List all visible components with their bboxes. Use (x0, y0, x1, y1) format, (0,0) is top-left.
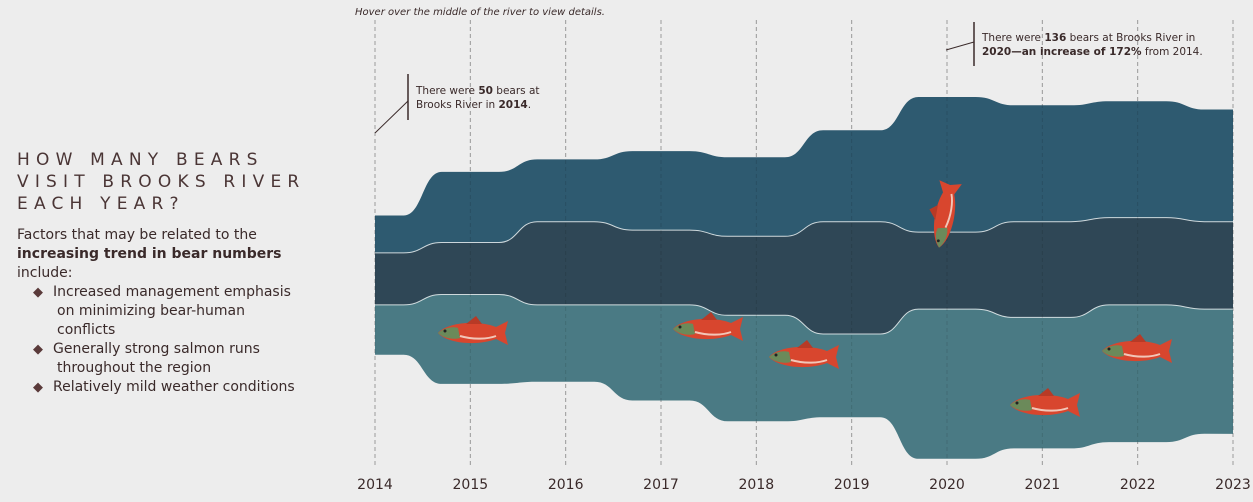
svg-text:Brooks River in 2014.: Brooks River in 2014. (416, 99, 531, 111)
x-tick-2022: 2022 (1120, 477, 1156, 493)
band-separator-0 (374, 217, 1233, 254)
salmon-icon (1010, 388, 1080, 417)
x-axis: 2014 2015 2016 2017 2018 2019 2020 2021 2022 2023 (357, 477, 1251, 493)
salmon-icon (438, 316, 508, 345)
diamond-bullet-icon: ◆ (33, 285, 43, 300)
sidebar-intro: Factors that may be related to the incre… (17, 227, 282, 281)
band-2[interactable] (375, 294, 1233, 459)
x-tick-2018: 2018 (739, 477, 775, 493)
river-bands[interactable] (374, 20, 1234, 465)
sidebar-title: HOW MANY BEARS VISIT BROOKS RIVER EACH Y… (17, 150, 306, 214)
x-tick-2020: 2020 (929, 477, 965, 493)
diamond-bullet-icon: ◆ (33, 380, 43, 395)
band-separator-1 (374, 294, 1233, 335)
x-tick-2023: 2023 (1215, 477, 1251, 493)
sidebar: HOW MANY BEARS VISIT BROOKS RIVER EACH Y… (17, 149, 337, 397)
salmon-icon (673, 312, 743, 341)
salmon-icon (929, 180, 962, 248)
diamond-bullet-icon: ◆ (33, 342, 43, 357)
annotation-2014: There were 50 bears at Brooks River in 2… (374, 74, 540, 134)
factor-item: ◆ Generally strong salmon runs throughou… (33, 341, 260, 376)
svg-text:There were 50 bears at: There were 50 bears at (415, 85, 540, 97)
factor-list: ◆ Increased management emphasis on minim… (17, 283, 337, 397)
salmon-group (438, 180, 1172, 417)
factor-item: ◆ Increased management emphasis on minim… (33, 284, 291, 338)
x-tick-2019: 2019 (834, 477, 870, 493)
x-tick-2017: 2017 (643, 477, 679, 493)
svg-text:There were 136 bears at Brooks: There were 136 bears at Brooks River in (981, 32, 1195, 44)
svg-text:2020—an increase of 172% from: 2020—an increase of 172% from 2014. (982, 46, 1203, 58)
x-tick-2021: 2021 (1025, 477, 1061, 493)
x-tick-2015: 2015 (453, 477, 489, 493)
salmon-icon (1102, 334, 1172, 363)
factor-item: ◆ Relatively mild weather conditions (33, 379, 295, 395)
x-tick-2014: 2014 (357, 477, 393, 493)
x-tick-2016: 2016 (548, 477, 584, 493)
band-0[interactable] (375, 97, 1233, 253)
annotation-2020: There were 136 bears at Brooks River in … (945, 22, 1203, 66)
salmon-icon (769, 340, 839, 369)
hover-hint: Hover over the middle of the river to vi… (355, 7, 605, 18)
